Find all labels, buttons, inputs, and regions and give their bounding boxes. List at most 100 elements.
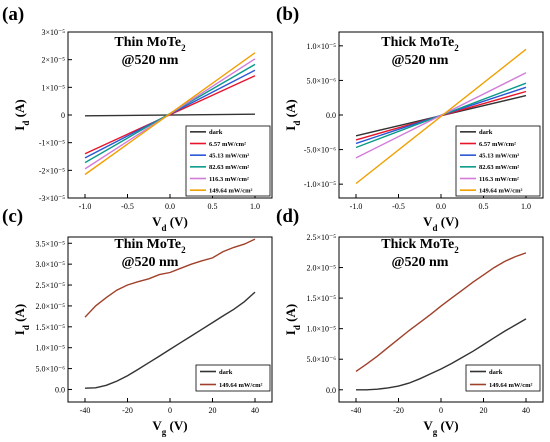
panel-subtitle: @520 nm: [392, 53, 449, 68]
x-tick-label: -20: [122, 406, 133, 415]
y-tick-label: 2.5×10⁻⁵: [306, 233, 336, 242]
x-axis-label-unit: (V): [438, 214, 459, 229]
y-tick-label: 1×10⁻⁵: [41, 83, 65, 92]
y-tick-label: 5.0×10⁻⁶: [306, 76, 336, 85]
x-tick-label: -0.5: [121, 202, 134, 211]
legend-label-3: 45.13 mW/cm²: [209, 152, 249, 159]
y-tick-label: 1.5×10⁻⁵: [35, 323, 65, 332]
panel-title: Thick MoTe2: [381, 237, 459, 255]
legend-label-2: 149.64 mW/cm²: [219, 382, 263, 389]
series-line-6: [84, 52, 256, 176]
panel-title: Thin MoTe2: [114, 35, 186, 53]
panel-title-main: Thin MoTe: [114, 35, 181, 50]
panel-4: [338, 236, 544, 403]
panel-subtitle: @520 nm: [122, 53, 179, 68]
panel-3: [67, 236, 273, 403]
x-tick-label: -40: [351, 406, 362, 415]
legend-box: [465, 364, 541, 392]
panel-subtitle: @520 nm: [122, 255, 179, 270]
legend-label-6: 149.64 mW/cm²: [479, 187, 523, 194]
series-line-1: [356, 318, 527, 391]
y-axis-label: Id (A): [283, 304, 302, 335]
y-tick-label: 5.0×10⁻⁶: [35, 365, 65, 374]
series-line-5: [355, 72, 527, 159]
x-axis-label-main: V: [152, 418, 162, 433]
x-axis-label-unit: (V): [437, 418, 458, 433]
x-axis-label-sub: g: [162, 427, 167, 437]
legend-label-3: 45.13 mW/cm²: [479, 152, 519, 159]
y-axis-label-sub: d: [21, 325, 31, 330]
y-tick-label: 5.0×10⁻⁶: [306, 355, 336, 364]
y-tick-label: -1.0×10⁻⁵: [304, 180, 336, 189]
y-tick-label: 3.0×10⁻⁵: [35, 260, 65, 269]
y-axis-label-sub: d: [292, 325, 302, 330]
x-axis-label: Vd (V): [152, 214, 188, 233]
legend-label-1: dark: [219, 369, 233, 376]
panel-letter: (b): [276, 4, 299, 25]
panel-title: Thick MoTe2: [381, 35, 459, 53]
y-axis-label-main: I: [12, 330, 27, 335]
panel-title-sub: 2: [181, 43, 186, 53]
x-axis-label-main: V: [423, 418, 433, 433]
legend-box: [185, 125, 271, 197]
x-axis-label-unit: (V): [166, 418, 187, 433]
panel-title-main: Thin MoTe: [114, 237, 181, 252]
x-tick-label: 0: [168, 406, 172, 415]
x-tick-label: 1.0: [521, 202, 531, 211]
panel-letter: (a): [2, 4, 24, 25]
legend-box: [455, 125, 541, 197]
x-axis-label-sub: g: [433, 427, 438, 437]
legend-label-4: 82.63 mW/cm²: [479, 164, 519, 171]
panel-title-sub: 2: [181, 245, 186, 255]
y-tick-label: 2×10⁻⁵: [41, 56, 65, 65]
y-axis-label: Id (A): [283, 99, 302, 130]
y-axis-label-unit: (A): [283, 304, 298, 325]
y-axis-label-main: I: [283, 126, 298, 131]
legend-box: [195, 364, 271, 392]
y-tick-label: 1.0×10⁻⁵: [306, 325, 336, 334]
legend-label-2: 6.57 mW/cm²: [479, 141, 516, 148]
x-axis-label-unit: (V): [167, 214, 188, 229]
y-tick-label: 0: [61, 111, 65, 120]
series-line-1: [84, 291, 256, 389]
y-axis-label-main: I: [12, 126, 27, 131]
legend-label-4: 82.63 mW/cm²: [209, 164, 249, 171]
y-tick-label: 0.0: [55, 385, 65, 394]
legend-label-2: 149.64 mW/cm²: [489, 382, 533, 389]
y-axis-label-sub: d: [21, 121, 31, 126]
x-axis-label-main: V: [423, 214, 433, 229]
y-axis-label-unit: (A): [12, 304, 27, 325]
x-tick-label: 0.0: [165, 202, 175, 211]
y-axis-label-sub: d: [292, 121, 302, 126]
x-axis-label-sub: d: [162, 223, 167, 233]
panel-2: [338, 31, 544, 199]
y-tick-label: -1×10⁻⁵: [39, 139, 65, 148]
legend-label-6: 149.64 mW/cm²: [209, 187, 253, 194]
panel-letter: (d): [276, 206, 299, 227]
legend-label-1: dark: [209, 129, 223, 136]
legend-label-2: 6.57 mW/cm²: [209, 141, 246, 148]
y-axis-label: Id (A): [12, 99, 31, 130]
x-tick-label: 0.5: [208, 202, 218, 211]
x-tick-label: 20: [209, 406, 217, 415]
y-tick-label: -3×10⁻⁵: [39, 194, 65, 203]
panel-1: [67, 31, 273, 199]
x-tick-label: 0.0: [436, 202, 446, 211]
x-tick-label: 0.5: [479, 202, 489, 211]
legend-label-5: 116.3 mW/cm²: [209, 176, 249, 183]
x-axis-label: Vg (V): [423, 418, 458, 437]
x-axis-label: Vd (V): [423, 214, 459, 233]
y-axis-label-unit: (A): [283, 99, 298, 120]
x-axis-label-sub: d: [433, 223, 438, 233]
y-tick-label: 3×10⁻⁵: [41, 28, 65, 37]
y-axis-label-main: I: [283, 330, 298, 335]
y-tick-label: 1.0×10⁻⁵: [306, 42, 336, 51]
x-tick-label: 20: [480, 406, 488, 415]
y-axis-label-unit: (A): [12, 99, 27, 120]
x-tick-label: 1.0: [250, 202, 260, 211]
x-axis-label: Vg (V): [152, 418, 187, 437]
panel-title-main: Thick MoTe: [381, 237, 454, 252]
legend-label-1: dark: [479, 129, 493, 136]
x-tick-label: 40: [522, 406, 530, 415]
